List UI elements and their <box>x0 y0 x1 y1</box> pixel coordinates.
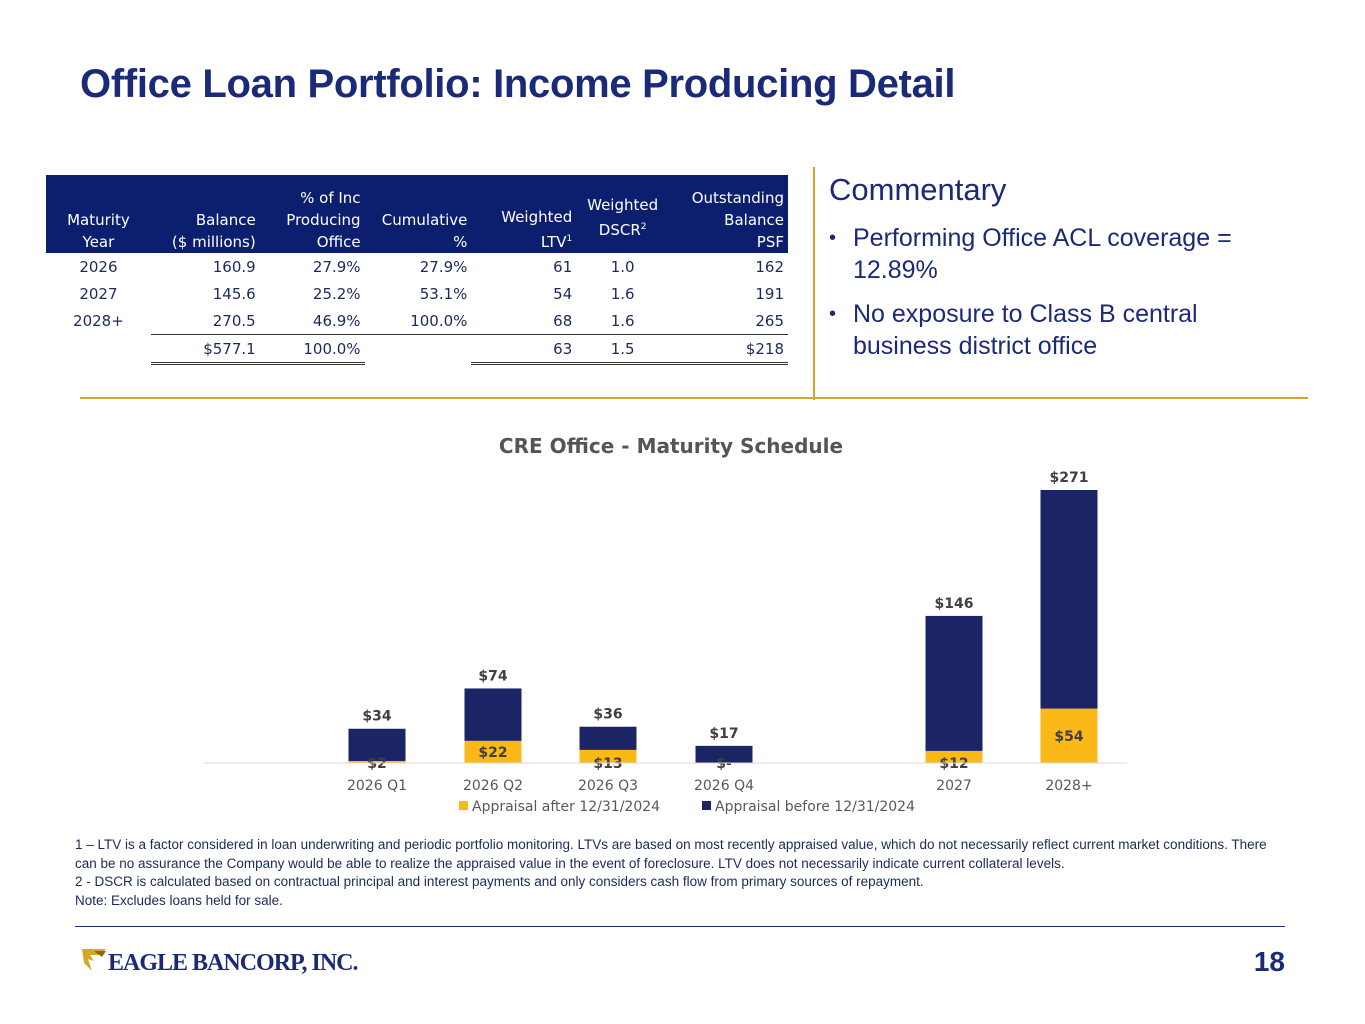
header-pct-inc-producing: % of Inc Producing Office <box>259 175 365 253</box>
horizontal-divider <box>80 397 1308 399</box>
cell-pct: 100.0% <box>259 334 365 365</box>
header-outstanding-psf: Outstanding Balance PSF <box>669 175 788 253</box>
cell-year: 2028+ <box>73 311 124 330</box>
cell-dscr: 1.6 <box>610 284 635 303</box>
cell-dscr: 1.5 <box>576 334 670 365</box>
commentary-text: No exposure to Class B central business … <box>853 300 1198 360</box>
x-tick-label: 2028+ <box>1045 778 1092 794</box>
bullet-icon: • <box>829 227 837 249</box>
commentary-title: Commentary <box>829 172 1007 207</box>
cell-ltv: 63 <box>471 334 577 365</box>
header-weighted-dscr: Weighted DSCR2 <box>576 175 670 253</box>
bar-appraisal-before <box>925 615 983 751</box>
cell-pct: 46.9% <box>259 307 365 335</box>
legend-swatch-after <box>459 801 468 810</box>
appraisal-after-data-label: $12 <box>939 756 968 772</box>
commentary-text: Performing Office ACL coverage = 12.89% <box>853 224 1232 284</box>
cell-cumulative: 53.1% <box>419 284 468 303</box>
bar-appraisal-after <box>464 740 522 763</box>
svg-text:EAGLE BANCORP, INC.: EAGLE BANCORP, INC. <box>108 950 358 976</box>
header-maturity-year: Maturity Year <box>46 175 151 253</box>
cell-year: 2026 <box>79 257 118 276</box>
bar-appraisal-after <box>925 750 983 763</box>
page-title: Office Loan Portfolio: Income Producing … <box>80 62 956 106</box>
bar-appraisal-before <box>695 745 753 763</box>
table-row: 2026 160.9 27.9% 27.9% 61 1.0 162 <box>46 253 788 280</box>
x-tick-label: 2026 Q4 <box>694 778 754 794</box>
cell-psf: 191 <box>755 284 784 303</box>
cell-dscr: 1.0 <box>610 257 635 276</box>
appraisal-after-data-label: $13 <box>593 756 622 772</box>
legend-swatch-before <box>702 801 711 810</box>
chart-title: CRE Office - Maturity Schedule <box>499 434 843 458</box>
maturity-schedule-chart: CRE Office - Maturity Schedule $34 $2 2026 … <box>204 434 1127 815</box>
appraisal-after-data-label: $2 <box>367 756 386 772</box>
cell-ltv: 54 <box>553 284 573 303</box>
total-data-label: $74 <box>478 668 507 684</box>
header-cumulative: Cumulative% <box>364 175 472 253</box>
cell-psf: 162 <box>755 257 784 276</box>
cell-ltv: 61 <box>553 257 573 276</box>
x-tick-label: 2026 Q3 <box>578 778 638 794</box>
commentary-bullet: • Performing Office ACL coverage = 12.89% <box>829 222 1299 286</box>
footnotes: 1 – LTV is a factor considered in loan u… <box>75 836 1275 910</box>
table-header-row: Maturity Year Balance ($ millions) % of In… <box>46 175 788 253</box>
cell-cumulative: 100.0% <box>364 307 472 335</box>
cell-year: 2027 <box>79 284 118 303</box>
header-weighted-ltv: Weighted LTV1 <box>471 175 577 253</box>
cell-psf: 265 <box>669 307 788 335</box>
legend-label-before: Appraisal before 12/31/2024 <box>715 799 915 815</box>
total-data-label: $17 <box>709 726 738 742</box>
cell-cumulative: 27.9% <box>419 257 468 276</box>
bar-appraisal-before <box>348 728 406 761</box>
appraisal-after-data-label: $22 <box>478 745 507 761</box>
footnote-ltv: 1 – LTV is a factor considered in loan u… <box>75 837 1267 871</box>
bullet-icon: • <box>829 303 837 325</box>
cell-ltv: 68 <box>471 307 577 335</box>
maturity-table: Maturity Year Balance ($ millions) % of In… <box>46 175 788 365</box>
bar-appraisal-before <box>1040 490 1098 709</box>
x-tick-label: 2027 <box>936 778 972 794</box>
vertical-divider <box>813 167 815 400</box>
cell-pct: 25.2% <box>312 284 361 303</box>
total-data-label: $34 <box>362 709 391 725</box>
cell-dscr: 1.6 <box>576 307 670 335</box>
total-data-label: $36 <box>593 707 622 723</box>
bar-appraisal-after <box>1040 708 1098 763</box>
commentary-bullet: • No exposure to Class B central business… <box>829 298 1299 362</box>
bar-appraisal-before <box>464 688 522 741</box>
bar-appraisal-after <box>579 749 637 763</box>
x-tick-label: 2026 Q1 <box>347 778 407 794</box>
appraisal-after-data-label: $- <box>716 756 732 772</box>
bar-appraisal-after <box>348 760 406 763</box>
x-tick-label: 2026 Q2 <box>463 778 523 794</box>
legend-label-after: Appraisal after 12/31/2024 <box>472 799 660 815</box>
footnote-note: Note: Excludes loans held for sale. <box>75 892 283 908</box>
cell-psf: $218 <box>669 334 788 365</box>
footnote-dscr: 2 - DSCR is calculated based on contract… <box>75 874 924 889</box>
total-data-label: $271 <box>1050 470 1089 486</box>
table-row: 2027 145.6 25.2% 53.1% 54 1.6 191 <box>46 280 788 307</box>
header-balance: Balance ($ millions) <box>150 175 260 253</box>
appraisal-after-data-label: $54 <box>1054 729 1083 745</box>
page-number: 18 <box>1253 946 1285 977</box>
cell-balance: 160.9 <box>212 257 256 276</box>
footer-divider <box>75 926 1285 927</box>
cell-balance: $577.1 <box>150 334 260 365</box>
cell-pct: 27.9% <box>312 257 361 276</box>
cell-balance: 145.6 <box>212 284 256 303</box>
total-data-label: $146 <box>935 596 974 612</box>
commentary-list: • Performing Office ACL coverage = 12.89%… <box>829 222 1299 374</box>
table-row: 2028+ 270.5 46.9% 100.0% 68 1.6 265 <box>46 307 788 335</box>
eagle-bancorp-logo: EAGLE BANCORP, INC. <box>80 945 380 982</box>
bar-appraisal-before <box>579 726 637 750</box>
cell-balance: 270.5 <box>150 307 260 335</box>
table-total-row: $577.1 100.0% 63 1.5 $218 <box>46 334 788 365</box>
